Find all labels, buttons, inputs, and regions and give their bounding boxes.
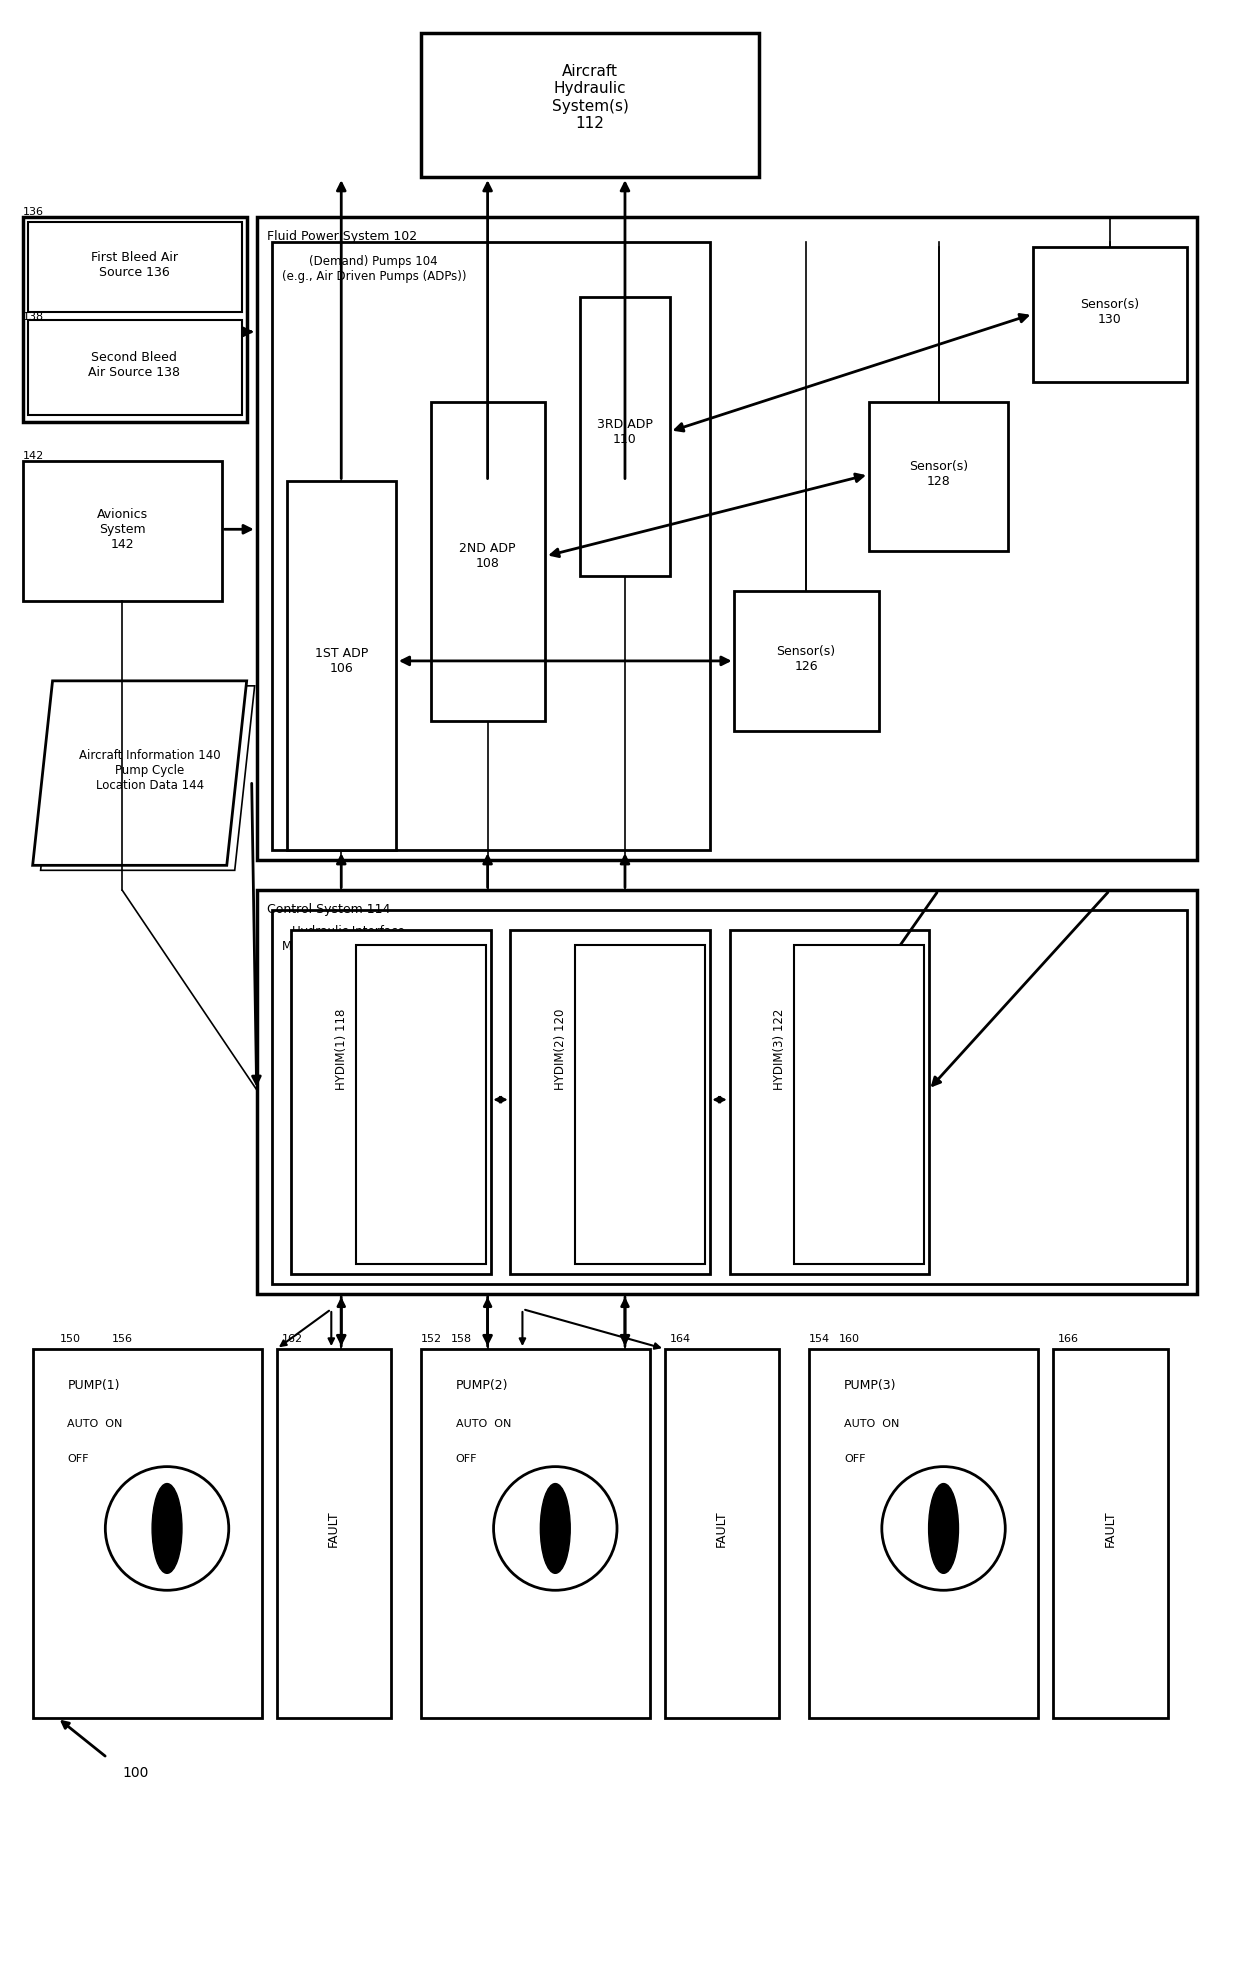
Bar [32,1349,262,1718]
Text: 138: 138 [22,312,43,322]
Text: Aircraft
Hydraulic
System(s)
112: Aircraft Hydraulic System(s) 112 [552,65,629,132]
Text: OFF: OFF [456,1453,477,1463]
Text: Control System 114: Control System 114 [267,903,389,917]
Text: Designation
Logic 124: Designation Logic 124 [407,1064,435,1135]
Bar [420,33,759,177]
Text: 136: 136 [22,206,43,218]
Text: 158: 158 [451,1334,472,1343]
Text: AUTO  ON: AUTO ON [844,1418,899,1428]
Text: Second Bleed
Air Source 138: Second Bleed Air Source 138 [88,352,180,379]
Text: FAULT: FAULT [327,1510,340,1548]
Text: HYDIM(3) 122: HYDIM(3) 122 [773,1009,786,1090]
Text: PUMP(1): PUMP(1) [67,1379,120,1392]
Text: OFF: OFF [67,1453,89,1463]
Text: Hydraulic Interface
Modules (HYDIMs) 116: Hydraulic Interface Modules (HYDIMs) 116 [281,925,414,953]
Polygon shape [32,682,247,866]
Bar [580,297,670,575]
Bar [272,242,709,850]
Ellipse shape [541,1483,570,1573]
Bar [22,218,247,422]
Bar [22,462,222,601]
Text: Aircraft Information 140
Pump Cycle
Location Data 144: Aircraft Information 140 Pump Cycle Loca… [79,748,221,791]
Text: PUMP(3): PUMP(3) [844,1379,897,1392]
Text: 152: 152 [420,1334,441,1343]
Bar [257,890,1198,1294]
Text: FAULT: FAULT [1104,1510,1116,1548]
Bar [665,1349,779,1718]
Text: FAULT: FAULT [715,1510,728,1548]
Bar [356,945,486,1265]
Text: 150: 150 [60,1334,81,1343]
Ellipse shape [153,1483,182,1573]
Bar [257,218,1198,860]
Bar [27,320,242,414]
Text: PUMP(2): PUMP(2) [456,1379,508,1392]
Text: 3RD ADP
110: 3RD ADP 110 [596,418,653,446]
Text: AUTO  ON: AUTO ON [456,1418,511,1428]
Text: (Demand) Pumps 104
(e.g., Air Driven Pumps (ADPs)): (Demand) Pumps 104 (e.g., Air Driven Pum… [281,255,466,283]
Text: Avionics
System
142: Avionics System 142 [97,509,148,550]
Bar [511,931,709,1275]
Bar [729,931,929,1275]
Text: Sensor(s)
128: Sensor(s) 128 [909,460,968,489]
Text: HYDIM(1) 118: HYDIM(1) 118 [335,1009,347,1090]
Text: Fluid Power System 102: Fluid Power System 102 [267,230,417,244]
Text: 166: 166 [1058,1334,1079,1343]
Bar [810,1349,1038,1718]
Bar [1033,247,1188,381]
Bar [734,591,879,731]
Text: 142: 142 [22,452,43,462]
Bar [27,222,242,312]
Text: Designation
Logic 124: Designation Logic 124 [844,1064,873,1135]
Bar [869,403,1008,552]
Text: First Bleed Air
Source 136: First Bleed Air Source 136 [91,251,177,279]
Bar [420,1349,650,1718]
Text: 156: 156 [113,1334,133,1343]
Text: OFF: OFF [844,1453,866,1463]
Bar [291,931,491,1275]
Text: 164: 164 [670,1334,691,1343]
Text: AUTO  ON: AUTO ON [67,1418,123,1428]
Bar [575,945,704,1265]
Text: 1ST ADP
106: 1ST ADP 106 [315,646,368,676]
Bar [272,909,1188,1284]
Text: HYDIM(2) 120: HYDIM(2) 120 [554,1009,567,1090]
Text: Sensor(s)
130: Sensor(s) 130 [1080,299,1140,326]
Bar [277,1349,391,1718]
Text: 154: 154 [810,1334,831,1343]
Text: Designation
Logic 124: Designation Logic 124 [626,1064,653,1135]
Text: Sensor(s)
126: Sensor(s) 126 [776,644,836,674]
Text: 2ND ADP
108: 2ND ADP 108 [459,542,516,570]
Bar [1053,1349,1168,1718]
Bar [794,945,924,1265]
Bar [430,403,546,721]
Bar [286,481,396,850]
Text: 162: 162 [281,1334,303,1343]
Text: 160: 160 [839,1334,861,1343]
Text: 100: 100 [123,1766,149,1779]
Ellipse shape [929,1483,959,1573]
Polygon shape [41,685,254,870]
